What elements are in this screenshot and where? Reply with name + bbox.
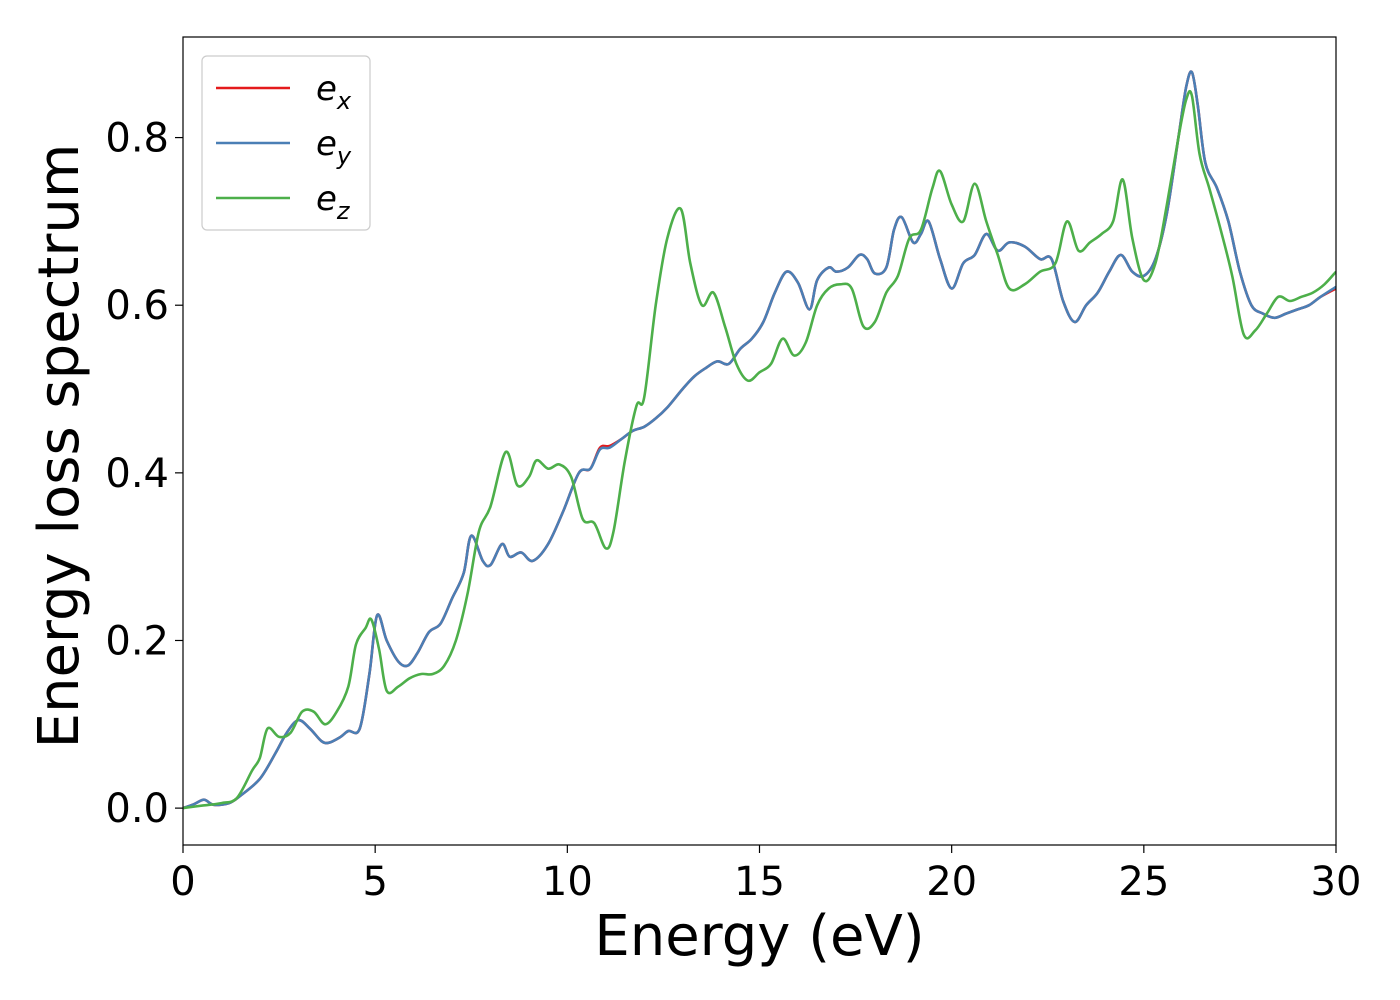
y-tick-label: 0.4 xyxy=(105,451,169,497)
x-tick-label: 15 xyxy=(734,859,785,905)
y-tick-label: 0.2 xyxy=(105,618,169,664)
x-tick-label: 5 xyxy=(362,859,387,905)
x-tick-label: 0 xyxy=(170,859,195,905)
x-tick-label: 20 xyxy=(926,859,977,905)
series-line-ey xyxy=(183,70,1336,810)
legend-label-ez: ez xyxy=(316,179,351,225)
x-tick-label: 25 xyxy=(1118,859,1169,905)
axes: 0 5 10 15 20 25 30 0.0 0.2 0.4 0.6 0.8 Energy (eV) En… xyxy=(27,36,1362,969)
x-tick-label: 10 xyxy=(542,859,593,905)
legend-label-ex: ex xyxy=(316,69,352,115)
plot-area xyxy=(183,70,1336,810)
x-tick-label: 30 xyxy=(1311,859,1362,905)
y-tick-label: 0.8 xyxy=(105,116,169,162)
y-axis-title: Energy loss spectrum xyxy=(27,144,92,749)
y-tick-label: 0.0 xyxy=(105,786,169,832)
series-line-ez xyxy=(183,89,1336,810)
legend: ex ey ez xyxy=(201,55,371,231)
x-axis-title: Energy (eV) xyxy=(594,904,924,969)
legend-label-ey: ey xyxy=(316,124,352,170)
y-tick-label: 0.6 xyxy=(105,283,169,329)
